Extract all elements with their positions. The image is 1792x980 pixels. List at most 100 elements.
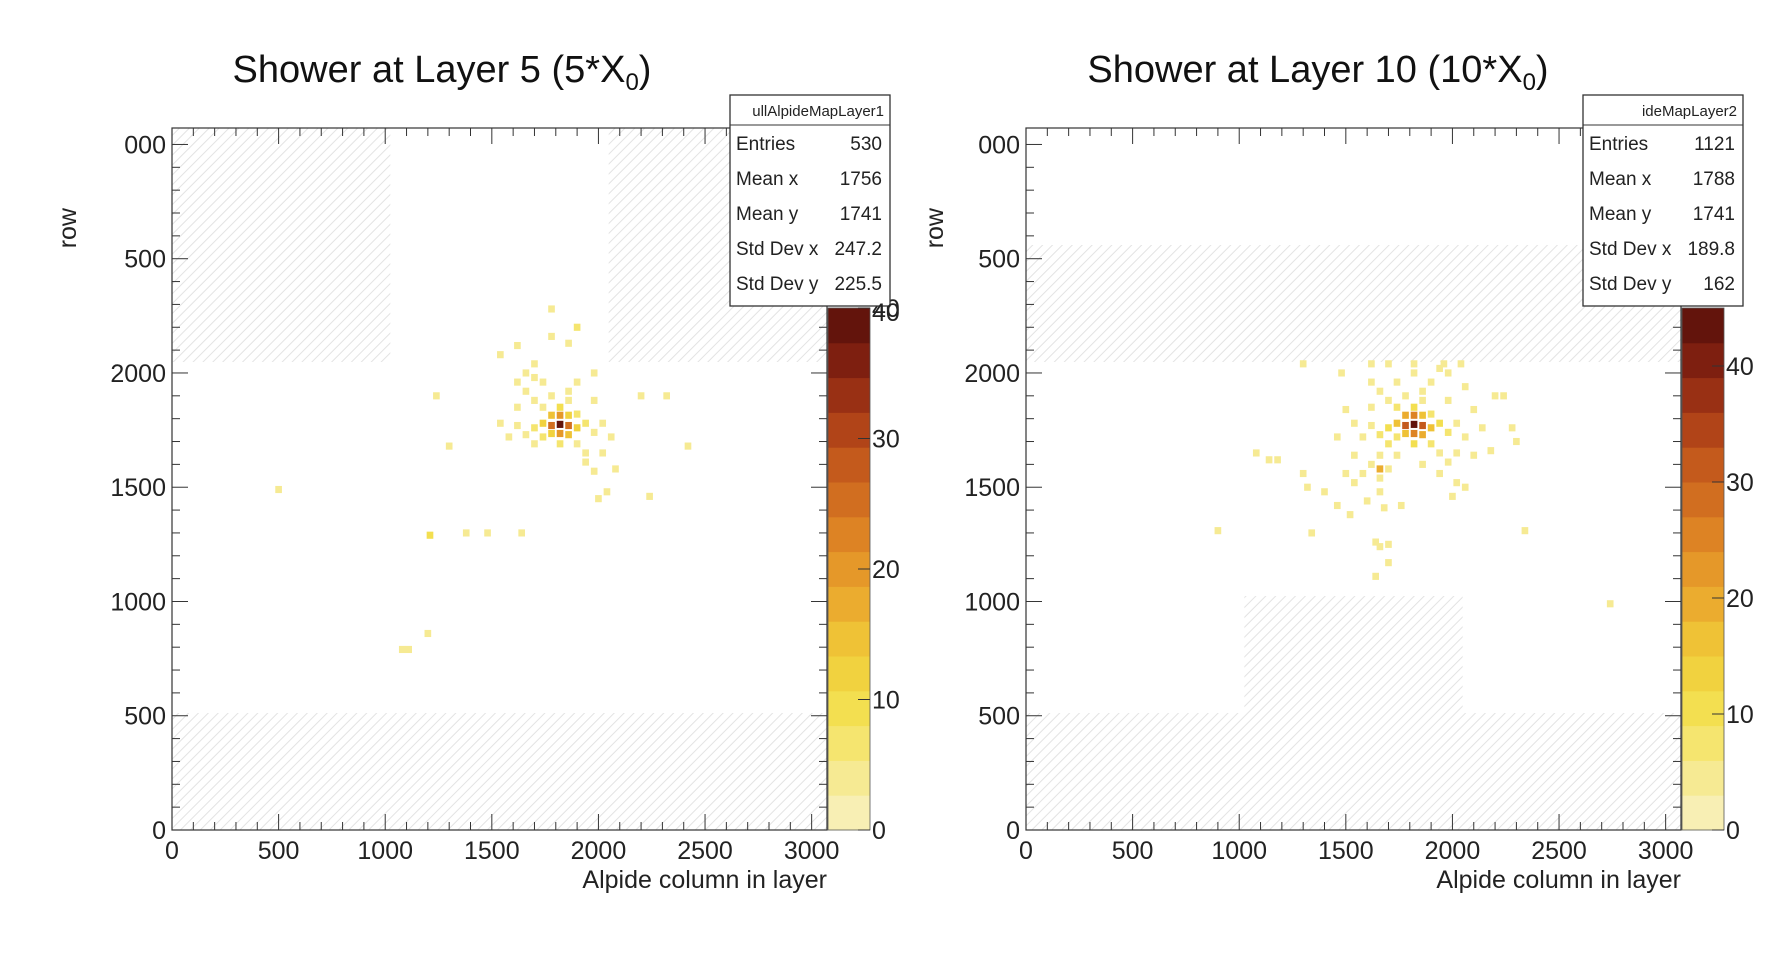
y-tick-label: 1500 bbox=[110, 474, 166, 502]
heatmap-cell bbox=[1457, 360, 1465, 368]
stats-row-label: Mean y bbox=[1589, 204, 1652, 225]
heatmap-cell bbox=[1368, 403, 1375, 411]
x-tick-label: 3000 bbox=[1638, 837, 1694, 865]
heatmap-cell bbox=[1436, 449, 1443, 457]
heatmap-cell bbox=[1385, 540, 1392, 548]
heatmap-cell bbox=[1351, 451, 1358, 459]
x-tick-label: 2500 bbox=[1531, 837, 1587, 865]
heatmap-cell bbox=[1440, 360, 1448, 368]
heatmap-cell bbox=[1385, 424, 1392, 432]
colorbar-tick-label: 30 bbox=[1726, 469, 1754, 497]
heatmap-cell bbox=[548, 392, 555, 400]
heatmap-cell bbox=[684, 442, 692, 450]
heatmap-cell bbox=[275, 485, 282, 494]
heatmap-cell bbox=[1397, 501, 1405, 510]
stats-row-label: Mean x bbox=[1589, 169, 1652, 190]
heatmap-cell bbox=[1359, 433, 1367, 441]
colorbar-band bbox=[828, 690, 870, 727]
heatmap-cell bbox=[582, 458, 589, 466]
heatmap-cell bbox=[1508, 424, 1516, 432]
heatmap-cell bbox=[1393, 451, 1401, 459]
y-axis-label: row bbox=[54, 207, 82, 248]
hatched-region bbox=[1244, 596, 1463, 713]
colorbar-band bbox=[828, 412, 870, 448]
colorbar-band bbox=[1682, 621, 1724, 657]
heatmap-cell bbox=[514, 378, 521, 386]
heatmap-cell bbox=[1368, 360, 1375, 368]
stats-row-value: 530 bbox=[850, 134, 882, 155]
stats-row-value: 225.5 bbox=[834, 274, 882, 295]
heatmap-cell bbox=[1338, 369, 1345, 377]
x-axis-label: Alpide column in layer bbox=[1436, 866, 1681, 894]
y-tick-label-partial: 000 bbox=[978, 131, 1020, 159]
y-axis-label: row bbox=[921, 207, 949, 248]
heatmap-cell bbox=[514, 341, 521, 350]
heatmap-cell bbox=[1402, 392, 1409, 400]
heatmap-cell bbox=[599, 419, 607, 427]
heatmap-cell bbox=[1606, 600, 1614, 608]
heatmap-cell bbox=[1453, 479, 1461, 487]
stats-row-label: Mean x bbox=[736, 169, 799, 190]
heatmap-cell bbox=[1376, 387, 1384, 395]
heatmap-cell bbox=[556, 411, 564, 419]
heatmap-cell bbox=[607, 433, 615, 441]
stats-row-value: 1788 bbox=[1693, 169, 1735, 190]
heatmap-cell bbox=[1410, 429, 1418, 438]
colorbar-band bbox=[1682, 447, 1724, 483]
heatmap-cell bbox=[590, 428, 598, 436]
heatmap-cell bbox=[590, 467, 598, 475]
colorbar-band bbox=[828, 795, 870, 831]
heatmap-cell bbox=[573, 410, 581, 418]
x-tick-label: 500 bbox=[258, 837, 300, 865]
panel-layer5: 0 500 1000 1500 2000 2500 30000500100015002000… bbox=[54, 49, 900, 894]
colorbar-band bbox=[828, 586, 870, 622]
hatched-region bbox=[1026, 713, 1681, 830]
heatmap-cell bbox=[1419, 460, 1426, 468]
hatched-region bbox=[172, 713, 827, 830]
heatmap-cell bbox=[1419, 421, 1426, 430]
heatmap-cell bbox=[573, 378, 581, 386]
stats-row-value: 189.8 bbox=[1687, 239, 1735, 260]
heatmap-cell bbox=[1410, 411, 1418, 419]
heatmap-cell bbox=[522, 369, 530, 377]
y-tick-label: 2000 bbox=[110, 360, 166, 388]
heatmap-cell bbox=[1491, 392, 1499, 400]
colorbar-tick-label: 40 bbox=[1726, 353, 1754, 381]
y-tick-label: 1500 bbox=[964, 474, 1020, 502]
colorbar-tick-label: 10 bbox=[1726, 701, 1754, 729]
heatmap-cell bbox=[1376, 488, 1384, 496]
colorbar-band bbox=[828, 760, 870, 796]
y-tick-label: 1000 bbox=[110, 588, 166, 616]
heatmap-cell bbox=[1333, 501, 1341, 510]
chart-title-subscript: 0 bbox=[625, 69, 638, 96]
heatmap-cell bbox=[1444, 396, 1452, 404]
heatmap-cell bbox=[1342, 405, 1350, 414]
x-tick-label: 500 bbox=[1112, 837, 1154, 865]
heatmap-cell bbox=[573, 440, 581, 448]
heatmap-cell bbox=[1376, 465, 1384, 473]
heatmap-cell bbox=[1410, 440, 1418, 448]
heatmap-cell bbox=[1500, 392, 1507, 400]
heatmap-cell bbox=[1308, 529, 1316, 537]
heatmap-cell bbox=[548, 332, 555, 340]
colorbar-tick-label: 0 bbox=[872, 817, 886, 845]
x-tick-label: 2500 bbox=[677, 837, 733, 865]
heatmap-cell bbox=[531, 373, 538, 382]
y-tick-label: 500 bbox=[124, 703, 166, 731]
heatmap-cell bbox=[1410, 360, 1418, 368]
heatmap-cell bbox=[556, 440, 564, 448]
colorbar-band bbox=[828, 725, 870, 761]
heatmap-cell bbox=[1444, 428, 1452, 436]
x-tick-label: 1000 bbox=[357, 837, 413, 865]
heatmap-cell bbox=[1513, 437, 1520, 446]
heatmap-cell bbox=[565, 396, 572, 404]
heatmap-cell bbox=[1427, 410, 1435, 418]
heatmap-cell bbox=[539, 403, 547, 411]
heatmap-cell bbox=[484, 529, 491, 537]
heatmap-cell bbox=[1453, 419, 1461, 427]
colorbar-band bbox=[1682, 586, 1724, 622]
heatmap-cell bbox=[1444, 458, 1452, 466]
heatmap-cell bbox=[522, 387, 530, 395]
chart-title-tail: ) bbox=[1536, 49, 1549, 91]
heatmap-cell bbox=[497, 351, 504, 359]
